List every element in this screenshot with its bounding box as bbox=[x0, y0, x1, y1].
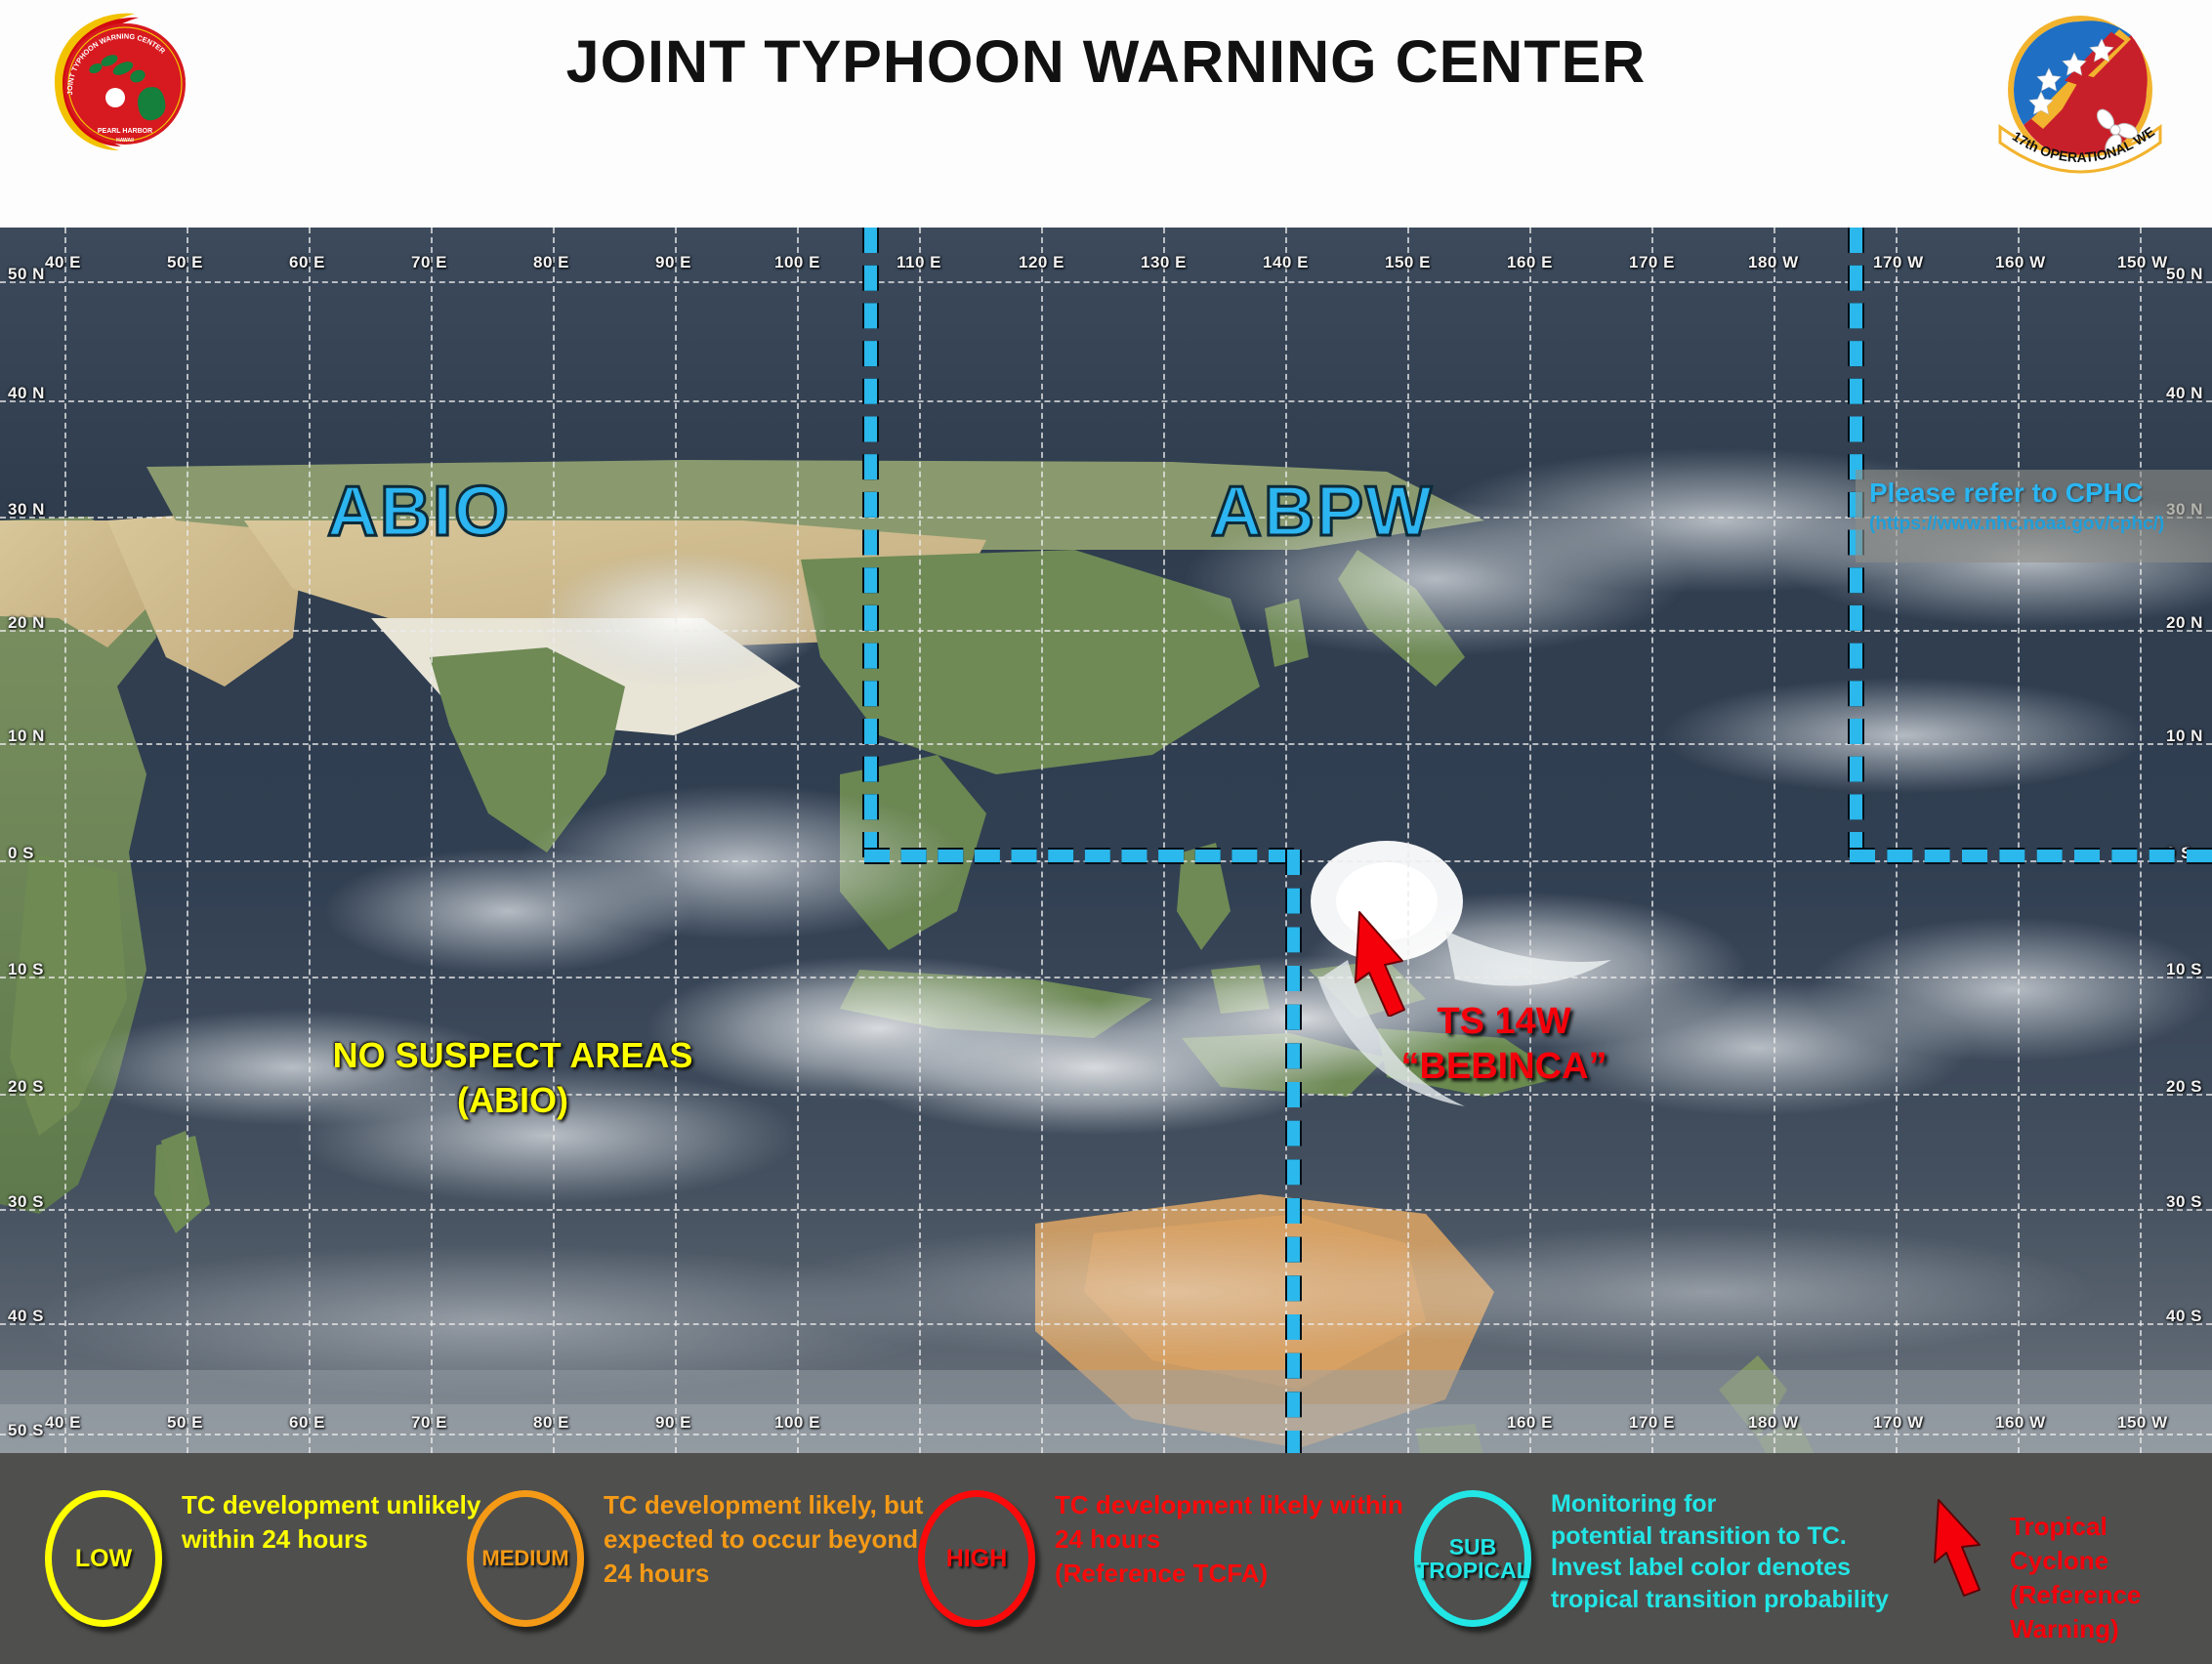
lat-label-right: 20 N bbox=[2166, 613, 2203, 632]
red-arrow-icon bbox=[1934, 1499, 1981, 1597]
legend-label-sub-tropical: SUB TROPICAL bbox=[1415, 1533, 1530, 1583]
lon-label: 40 E bbox=[45, 253, 81, 271]
lon-label-bottom: 100 E bbox=[774, 1413, 820, 1432]
legend-desc-medium: TC development likely, but expected to o… bbox=[604, 1490, 924, 1589]
page-header: PEARL HARBOR HAWAII JOINT TYPHOON WARNIN… bbox=[0, 0, 2212, 229]
basin-label-abpw: ABPW bbox=[1210, 472, 1434, 553]
lat-label-right: 10 S bbox=[2166, 960, 2202, 978]
no-suspect-areas-label: NO SUSPECT AREAS (ABIO) bbox=[283, 1033, 742, 1123]
lon-label: 80 E bbox=[533, 253, 569, 271]
lat-label: 20 S bbox=[8, 1077, 44, 1096]
legend-desc-high: TC development likely within 24 hours (R… bbox=[1055, 1490, 1403, 1589]
basin-label-abio: ABIO bbox=[326, 472, 511, 553]
lon-label: 160 W bbox=[1995, 253, 2046, 271]
legend-item-sub-tropical: SUB TROPICAL Monitoring for potential tr… bbox=[1414, 1482, 1922, 1634]
page-title: JOINT TYPHOON WARNING CENTER bbox=[565, 28, 1647, 95]
storm-name: “BEBINCA” bbox=[1400, 1046, 1607, 1088]
lon-label-bottom: 160 E bbox=[1507, 1413, 1553, 1432]
legend-item-high: HIGH TC development likely within 24 hou… bbox=[918, 1482, 1523, 1634]
aor-boundary-equator-east bbox=[1850, 850, 2212, 862]
legend-item-low: LOW TC development unlikely within 24 ho… bbox=[45, 1482, 650, 1634]
cphc-note-url[interactable]: (https://www.nhc.noaa.gov/cphc/) bbox=[1869, 514, 2165, 534]
storm-label: TS 14W “BEBINCA” bbox=[1362, 999, 1646, 1090]
lon-label: 130 E bbox=[1141, 253, 1187, 271]
legend-label-high: HIGH bbox=[945, 1544, 1008, 1572]
lon-label-bottom: 170 W bbox=[1873, 1413, 1924, 1432]
legend-desc-sub-tropical: Monitoring for potential transition to T… bbox=[1551, 1490, 1889, 1613]
lat-label-right: 40 S bbox=[2166, 1307, 2202, 1325]
lat-label: 10 S bbox=[8, 960, 44, 978]
lat-label: 50 N bbox=[8, 265, 45, 283]
lat-label: 40 N bbox=[8, 384, 45, 402]
lat-label-right: 20 S bbox=[2166, 1077, 2202, 1096]
lon-label: 170 W bbox=[1873, 253, 1924, 271]
legend-label-medium: MEDIUM bbox=[481, 1546, 569, 1571]
legend-oval-high: HIGH bbox=[918, 1490, 1035, 1627]
lon-label: 60 E bbox=[289, 253, 325, 271]
lon-label: 170 E bbox=[1629, 253, 1675, 271]
lat-label: 30 S bbox=[8, 1192, 44, 1211]
lon-label: 160 E bbox=[1507, 253, 1553, 271]
lat-label-right: 30 S bbox=[2166, 1192, 2202, 1211]
lon-label-bottom: 40 E bbox=[45, 1413, 81, 1432]
storm-designator: TS 14W bbox=[1437, 1001, 1571, 1042]
lon-label: 70 E bbox=[411, 253, 447, 271]
lon-label: 50 E bbox=[167, 253, 203, 271]
legend-oval-low: LOW bbox=[45, 1490, 162, 1627]
lon-label: 150 W bbox=[2117, 253, 2168, 271]
no-suspect-line1: NO SUSPECT AREAS bbox=[332, 1035, 693, 1075]
lat-label: 10 N bbox=[8, 727, 45, 745]
lon-label-bottom: 60 E bbox=[289, 1413, 325, 1432]
aor-boundary-equator-west bbox=[864, 850, 1294, 862]
lon-label: 100 E bbox=[774, 253, 820, 271]
aor-boundary-100e bbox=[864, 228, 877, 857]
lon-label: 150 E bbox=[1385, 253, 1431, 271]
legend-oval-medium: MEDIUM bbox=[467, 1490, 584, 1627]
legend-oval-sub-tropical: SUB TROPICAL bbox=[1414, 1490, 1531, 1627]
lat-label: 50 S bbox=[8, 1421, 44, 1439]
lon-label-bottom: 170 E bbox=[1629, 1413, 1675, 1432]
aor-boundary-135e bbox=[1287, 850, 1300, 1453]
lon-label-bottom: 90 E bbox=[655, 1413, 691, 1432]
lon-label-bottom: 150 W bbox=[2117, 1413, 2168, 1432]
lat-label-right: 50 N bbox=[2166, 265, 2203, 283]
lon-label: 110 E bbox=[897, 253, 941, 271]
svg-text:HAWAII: HAWAII bbox=[116, 138, 134, 144]
lon-label: 120 E bbox=[1019, 253, 1064, 271]
no-suspect-line2: (ABIO) bbox=[457, 1080, 568, 1121]
lat-label: 30 N bbox=[8, 500, 45, 519]
17th-operational-weather-squadron-emblem-icon: 17th OPERATIONAL WEATHER SQ bbox=[1984, 10, 2162, 174]
lon-label: 180 W bbox=[1748, 253, 1799, 271]
jtwc-seal-icon: PEARL HARBOR HAWAII JOINT TYPHOON WARNIN… bbox=[55, 13, 186, 151]
legend-desc-low: TC development unlikely within 24 hours bbox=[182, 1490, 481, 1555]
satellite-imagery bbox=[0, 228, 2212, 1453]
lon-label-bottom: 50 E bbox=[167, 1413, 203, 1432]
lon-label: 140 E bbox=[1263, 253, 1309, 271]
lon-label-bottom: 160 W bbox=[1995, 1413, 2046, 1432]
cphc-note[interactable]: Please refer to CPHC (https://www.nhc.no… bbox=[1856, 470, 2212, 562]
legend-item-medium: MEDIUM TC development likely, but expect… bbox=[467, 1482, 1092, 1634]
lon-label-bottom: 180 W bbox=[1748, 1413, 1799, 1432]
satellite-map[interactable]: 40 E 50 E 60 E 70 E 80 E 90 E 100 E 110 … bbox=[0, 228, 2212, 1453]
lon-label-bottom: 70 E bbox=[411, 1413, 447, 1432]
lat-label-right: 40 N bbox=[2166, 384, 2203, 402]
lat-label: 20 N bbox=[8, 613, 45, 632]
lat-label: 0 S bbox=[8, 844, 35, 862]
legend-desc-tropical-cyclone: Tropical Cyclone (Reference Warning) bbox=[2010, 1512, 2142, 1644]
legend-bar: LOW TC development unlikely within 24 ho… bbox=[0, 1453, 2212, 1664]
svg-text:PEARL HARBOR: PEARL HARBOR bbox=[98, 128, 152, 135]
cphc-note-line1: Please refer to CPHC bbox=[1869, 478, 2144, 508]
lon-label: 90 E bbox=[655, 253, 691, 271]
red-arrow-icon bbox=[1355, 911, 1405, 1017]
lat-label: 40 S bbox=[8, 1307, 44, 1325]
lon-label-bottom: 80 E bbox=[533, 1413, 569, 1432]
legend-label-low: LOW bbox=[74, 1544, 133, 1572]
lat-label-right: 10 N bbox=[2166, 727, 2203, 745]
